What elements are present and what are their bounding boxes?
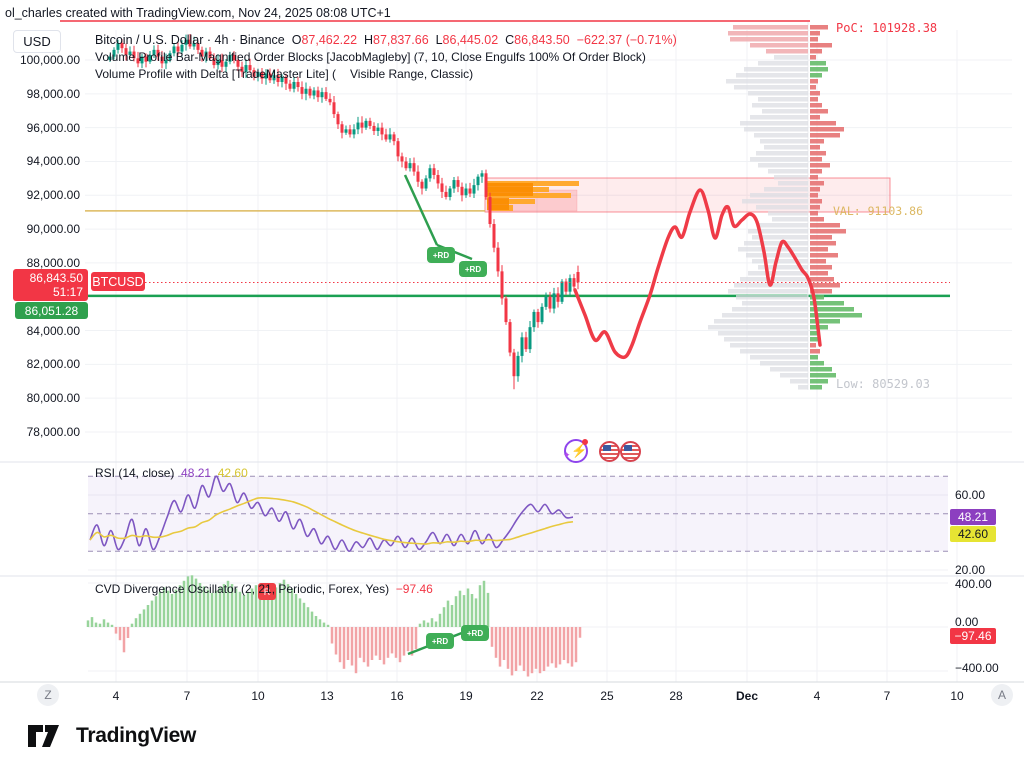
bar-countdown: 51:17	[52, 285, 83, 299]
us-flag-event-icon[interactable]	[599, 441, 620, 462]
close-value: 86,843.50	[514, 33, 570, 47]
rsi-value: 48.21	[181, 466, 212, 480]
tradingview-footer-logo[interactable]: TradingView	[28, 724, 196, 748]
svg-text:+RD: +RD	[467, 629, 483, 638]
low-label: Low: 80529.03	[836, 377, 930, 391]
tradingview-logo-icon	[28, 725, 59, 747]
interval-label: 4h	[214, 33, 229, 47]
svg-text:+RD: +RD	[433, 251, 449, 260]
rsi-axis-top[interactable]: 60.00	[955, 488, 986, 502]
cvd-legend[interactable]: CVD Divergence Oscillator (2, 21, Period…	[95, 582, 433, 596]
open-value: 87,462.22	[301, 33, 358, 47]
cvd-axis-zero[interactable]: 0.00	[955, 615, 979, 629]
exchange-label: Binance	[239, 33, 285, 47]
poc-label: PoC: 101928.38	[836, 21, 938, 35]
svg-text:+RD: +RD	[465, 265, 481, 274]
cvd-axis-bottom[interactable]: −400.00	[955, 661, 999, 675]
indicator-legend-order-blocks[interactable]: Volume Profile Bar-Magnified Order Block…	[95, 50, 646, 64]
rsi-axis-bottom[interactable]: 20.00	[955, 563, 986, 577]
attribution-text: ol_charles created with TradingView.com,…	[5, 6, 391, 20]
symbol-badge: BTCUSD	[91, 272, 145, 291]
val-label: VAL: 91103.86	[833, 204, 924, 218]
tradingview-logo-text: TradingView	[76, 724, 197, 747]
rsi-value-badge: 48.21	[950, 509, 996, 525]
us-flag-event-icon[interactable]	[620, 441, 641, 462]
symbol-legend[interactable]: Bitcoin / U.S. Dollar · 4h · Binance O87…	[95, 33, 677, 47]
cvd-value: −97.46	[395, 582, 433, 596]
rsi-ma-badge: 42.60	[950, 526, 996, 542]
cvd-value-badge: −97.46	[950, 628, 996, 644]
r-flag-marker: R	[258, 583, 276, 600]
symbol-name: Bitcoin / U.S. Dollar	[95, 33, 204, 47]
high-value: 87,837.66	[373, 33, 429, 47]
currency-toggle[interactable]: USD	[13, 30, 61, 53]
indicator-legend-volume-profile[interactable]: Volume Profile with Delta [TradeMaster L…	[95, 67, 474, 81]
last-price-value: 86,843.50	[29, 271, 83, 285]
rsi-ma-value: 42.60	[217, 466, 248, 480]
low-value: 86,445.02	[442, 33, 499, 47]
svg-text:+RD: +RD	[432, 637, 448, 646]
support-price-badge: 86,051.28	[15, 302, 88, 319]
change-value: −622.37 (−0.71%)	[576, 33, 677, 47]
cvd-axis-top[interactable]: 400.00	[955, 577, 992, 591]
flash-ai-icon[interactable]: ⚡ ✦	[563, 439, 588, 463]
last-price-badge: 86,843.50 51:17	[13, 269, 88, 301]
rsi-legend[interactable]: RSI (14, close) 48.21 42.60	[95, 466, 248, 480]
